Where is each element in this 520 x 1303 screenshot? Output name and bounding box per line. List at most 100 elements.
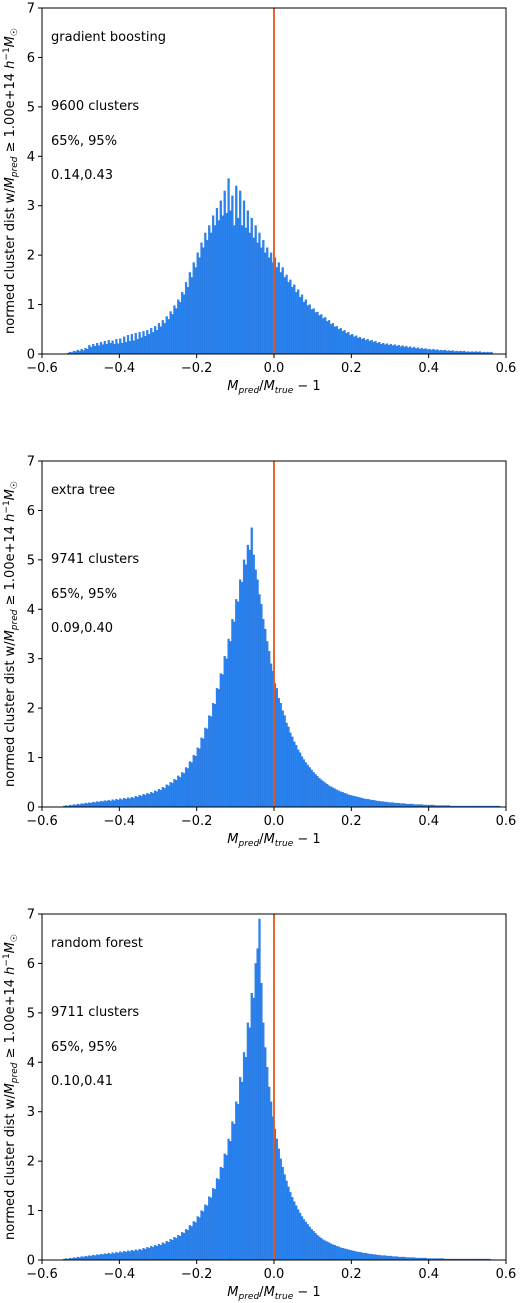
histogram-bar bbox=[227, 1138, 230, 1261]
histogram-bar bbox=[94, 802, 97, 808]
histogram-bar bbox=[142, 331, 145, 355]
histogram-bar bbox=[343, 1248, 346, 1261]
histogram-bar bbox=[117, 1252, 120, 1261]
histogram-bar bbox=[279, 272, 282, 355]
histogram-bar bbox=[123, 1250, 126, 1261]
histogram-bar bbox=[285, 1180, 288, 1261]
y-tick-label: 3 bbox=[27, 652, 35, 667]
histogram-bar bbox=[142, 794, 145, 808]
histogram-bar bbox=[163, 323, 166, 355]
histogram-bar bbox=[237, 217, 240, 355]
x-tick-label: −0.6 bbox=[26, 361, 58, 376]
histogram-bar bbox=[123, 797, 126, 808]
histogram-bar bbox=[167, 319, 170, 355]
histogram-bar bbox=[144, 1248, 147, 1261]
x-tick-label: −0.4 bbox=[104, 1267, 136, 1282]
x-tick-label: 0.2 bbox=[341, 814, 362, 829]
histogram-bar bbox=[322, 1239, 325, 1261]
histogram-bar bbox=[211, 703, 215, 808]
histogram-bar bbox=[138, 794, 141, 808]
histogram-bar bbox=[146, 1247, 149, 1261]
histogram-bar bbox=[269, 663, 273, 808]
histogram-bar bbox=[181, 1232, 184, 1261]
percentile-label: 65%, 95% bbox=[51, 134, 117, 149]
histogram-bar bbox=[190, 762, 193, 808]
histogram-bar bbox=[258, 918, 261, 1261]
histogram-bar bbox=[186, 287, 190, 355]
cluster-count-label: 9711 clusters bbox=[51, 1005, 139, 1020]
histogram-bar bbox=[304, 299, 308, 355]
histogram-bar bbox=[76, 349, 79, 355]
histogram-bar bbox=[200, 1210, 203, 1261]
x-axis-label: Mpred/Mtrue − 1 bbox=[227, 1285, 320, 1302]
histogram-bar bbox=[130, 1249, 134, 1261]
histogram-bar bbox=[283, 277, 286, 355]
histogram-bar bbox=[196, 1216, 199, 1261]
histogram-bar bbox=[103, 1253, 106, 1261]
histogram-bar bbox=[94, 345, 97, 355]
histogram-bar bbox=[385, 801, 389, 808]
histogram-bar bbox=[302, 759, 306, 808]
histogram-bar bbox=[171, 783, 174, 808]
histogram-bar bbox=[356, 338, 360, 355]
y-axis-label: normed cluster dist w/Mpred ≥ 1.00e+14 h… bbox=[2, 481, 20, 787]
histogram-bar bbox=[124, 341, 128, 355]
y-tick-label: 2 bbox=[27, 1155, 35, 1170]
histogram-bar bbox=[329, 324, 333, 355]
histogram-bar bbox=[264, 1047, 267, 1261]
histogram-bar bbox=[298, 297, 302, 355]
histogram-bar bbox=[196, 747, 199, 808]
histogram-bar bbox=[327, 320, 331, 355]
histogram-bar bbox=[318, 315, 321, 355]
histogram-bar bbox=[223, 656, 226, 808]
histogram-bar bbox=[150, 792, 153, 808]
histogram-bar bbox=[181, 772, 184, 808]
histogram-bar bbox=[179, 777, 182, 808]
histogram-bar bbox=[140, 1249, 143, 1261]
histogram-bar bbox=[335, 326, 338, 355]
histogram-bar bbox=[366, 339, 369, 355]
histogram-bar bbox=[331, 787, 335, 808]
histogram-bar bbox=[231, 195, 234, 355]
histogram-bar bbox=[391, 345, 395, 355]
histogram-bar bbox=[217, 689, 221, 808]
histogram-bar bbox=[382, 801, 385, 808]
histogram-bar bbox=[436, 349, 439, 355]
histogram-bar bbox=[121, 1252, 124, 1261]
histogram-bar bbox=[393, 802, 396, 808]
histogram-bar bbox=[264, 252, 267, 355]
histogram-bar bbox=[384, 1255, 387, 1261]
histogram-bar bbox=[308, 304, 311, 355]
histogram-bar bbox=[362, 1252, 366, 1261]
histogram-bar bbox=[395, 345, 398, 355]
histogram-bar bbox=[213, 704, 217, 808]
histogram-bar bbox=[260, 247, 263, 355]
histogram-bar bbox=[237, 1104, 240, 1261]
histogram-bar bbox=[130, 796, 134, 808]
y-tick-label: 0 bbox=[27, 801, 35, 816]
histogram-bar bbox=[219, 1166, 222, 1261]
histogram-bar bbox=[177, 1235, 180, 1261]
histogram-bar bbox=[95, 342, 99, 355]
histogram-bar bbox=[88, 344, 91, 355]
histogram-bar bbox=[244, 1057, 248, 1261]
histogram-bar bbox=[297, 289, 300, 355]
histogram-bar bbox=[414, 348, 418, 355]
histogram-bar bbox=[277, 262, 280, 355]
histogram-bar bbox=[86, 1256, 89, 1261]
histogram-bar bbox=[248, 232, 251, 355]
histogram-bar bbox=[225, 212, 228, 355]
histogram-bar bbox=[349, 1249, 352, 1261]
histogram-bar bbox=[279, 703, 282, 808]
chart-panel-1: −0.6 −0.4 −0.2 0.0 0.2 0.4 0.6 0 1 2 3 4 5 6 7 gradient… bbox=[2, 2, 516, 397]
histogram-bar bbox=[314, 1233, 317, 1261]
model-name-label: gradient boosting bbox=[51, 30, 166, 45]
histogram-bar bbox=[378, 800, 381, 808]
histogram-bar bbox=[211, 215, 215, 355]
histogram-bar bbox=[165, 1241, 168, 1261]
percentile-label: 65%, 95% bbox=[51, 587, 117, 602]
histogram-bar bbox=[318, 1236, 321, 1261]
histogram-bar bbox=[239, 579, 242, 808]
histogram-bar bbox=[242, 1052, 246, 1261]
histogram-bar bbox=[126, 335, 130, 355]
